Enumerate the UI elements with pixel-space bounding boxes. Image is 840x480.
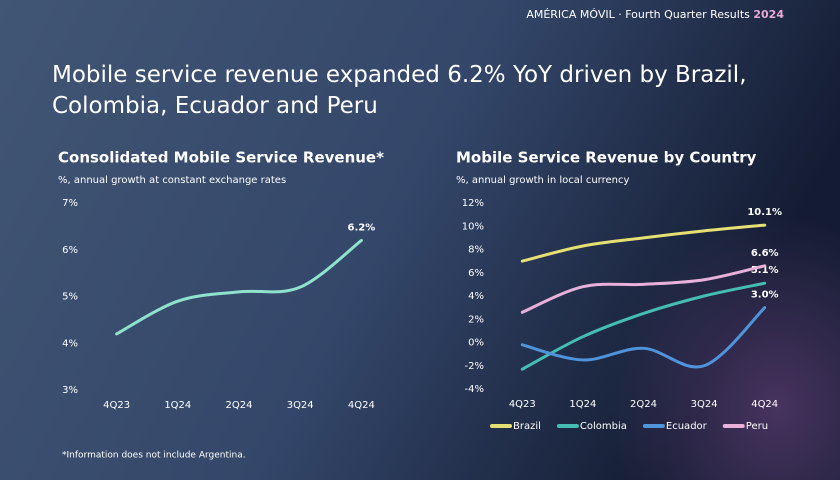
data-label: 10.1% [747, 207, 782, 218]
data-label: 5.1% [751, 265, 779, 276]
legend-label: Ecuador [666, 421, 708, 432]
y-tick-label: 2% [468, 314, 484, 325]
header-brand: AMÉRICA MÓVIL · Fourth Quarter Results [526, 8, 750, 21]
x-tick-label: 1Q24 [569, 399, 596, 410]
legend-label: Peru [746, 421, 768, 432]
y-tick-label: 8% [468, 245, 484, 256]
y-tick-label: 7% [62, 198, 78, 209]
line-series [520, 223, 767, 263]
header: AMÉRICA MÓVIL · Fourth Quarter Results 2… [526, 8, 784, 21]
x-tick-label: 4Q24 [348, 400, 375, 411]
header-year: 2024 [753, 8, 784, 21]
y-tick-label: -2% [465, 361, 484, 372]
legend-label: Brazil [513, 421, 541, 432]
data-label: 6.6% [751, 248, 779, 259]
x-tick-label: 3Q24 [691, 399, 718, 410]
y-tick-label: 6% [468, 268, 484, 279]
y-tick-label: 4% [62, 338, 78, 349]
y-tick-label: 4% [468, 291, 484, 302]
line-series [520, 306, 767, 369]
x-tick-label: 2Q24 [630, 399, 657, 410]
data-label: 6.2% [348, 222, 376, 233]
y-tick-label: -4% [465, 384, 484, 395]
x-tick-label: 1Q24 [164, 400, 191, 411]
line-series [115, 238, 363, 336]
headline: Mobile service revenue expanded 6.2% YoY… [52, 62, 747, 119]
line-series [520, 264, 767, 314]
x-tick-label: 3Q24 [287, 400, 314, 411]
x-tick-label: 4Q23 [509, 399, 536, 410]
y-tick-label: 3% [62, 385, 78, 396]
chart-subtitle: %, annual growth in local currency [456, 175, 629, 186]
x-tick-label: 4Q24 [751, 399, 778, 410]
chart-title: Mobile Service Revenue by Country [456, 149, 757, 167]
y-tick-label: 0% [468, 338, 484, 349]
x-tick-label: 4Q23 [103, 400, 130, 411]
y-tick-label: 5% [62, 292, 78, 303]
footnote: *Information does not include Argentina. [62, 451, 246, 461]
chart-title: Consolidated Mobile Service Revenue* [58, 149, 384, 167]
legend-label: Colombia [580, 421, 627, 432]
y-tick-label: 12% [462, 198, 484, 209]
line-series [520, 281, 767, 371]
y-tick-label: 6% [62, 245, 78, 256]
data-label: 3.0% [751, 290, 779, 301]
chart-subtitle: %, annual growth at constant exchange ra… [58, 175, 286, 186]
y-tick-label: 10% [462, 221, 484, 232]
x-tick-label: 2Q24 [226, 400, 253, 411]
